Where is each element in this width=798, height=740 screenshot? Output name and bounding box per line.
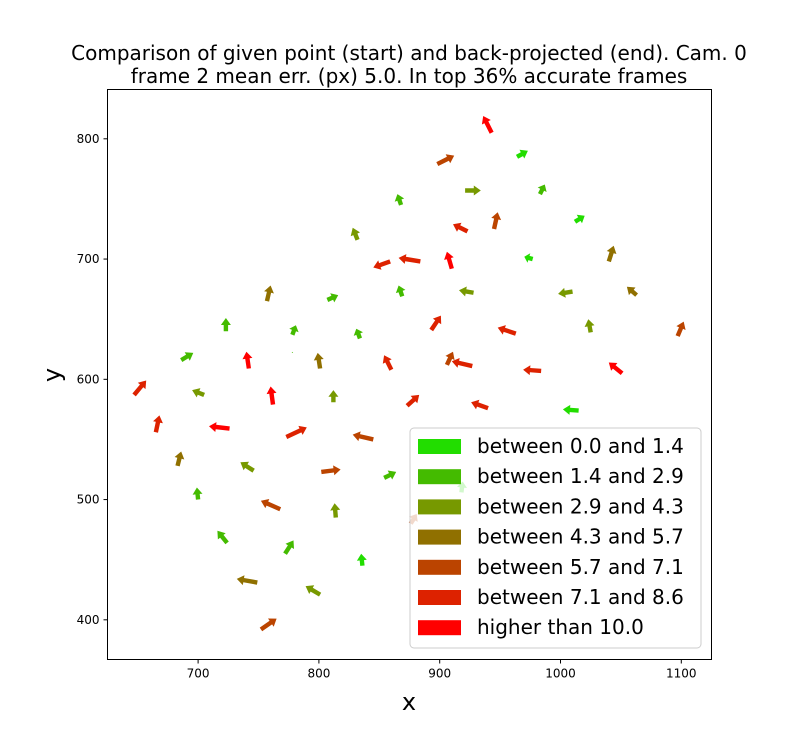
legend: between 0.0 and 1.4 between 1.4 and 2.9 be… [409,427,702,649]
error-arrow [562,404,579,415]
error-arrow [283,540,294,555]
legend-label: between 2.9 and 4.3 [477,494,684,518]
error-arrow [356,553,367,566]
error-arrow [524,253,534,263]
x-tick-label: 1100 [666,667,697,681]
error-arrow [382,355,394,371]
error-arrow [453,222,469,234]
chart-title-line2: frame 2 mean err. (px) 5.0. In top 36% a… [131,64,688,88]
error-arrow [395,285,406,297]
plot-area-frame [107,89,712,660]
legend-swatch [418,559,461,575]
x-tick-label: 700 [187,667,210,681]
error-arrow [321,465,341,476]
error-arrow [481,116,494,134]
error-arrow [444,251,454,270]
legend-label: between 7.1 and 8.6 [477,585,684,609]
error-arrow [260,499,282,512]
error-arrow [242,351,253,369]
legend-label: between 0.0 and 1.4 [477,434,684,458]
y-tick-label: 800 [77,132,100,146]
error-arrow [209,422,230,432]
error-arrow [132,380,147,397]
error-arrow [523,365,542,376]
y-tick-label: 700 [77,252,100,266]
error-arrow [471,399,489,411]
legend-swatch [418,469,461,485]
legend-box [409,427,702,649]
error-arrow [259,618,277,632]
error-arrow [217,530,229,545]
chart-title-line1: Comparison of given point (start) and ba… [71,41,747,65]
legend-swatch [418,590,461,605]
arrow-layer [132,116,686,632]
error-arrow [220,318,231,332]
error-arrow [398,254,421,264]
error-arrow [383,470,397,480]
error-arrow [606,245,617,263]
error-arrow [328,390,339,403]
error-arrow [174,451,185,467]
error-arrow [240,461,255,473]
error-arrow [180,352,194,362]
legend-swatch [418,499,461,515]
error-arrow [350,227,360,241]
error-arrow [675,321,686,337]
error-arrow [491,212,502,230]
error-arrow [291,351,294,353]
error-arrow [326,293,339,303]
x-tick-label: 1000 [545,667,576,681]
legend-label: between 4.3 and 5.7 [477,525,684,549]
error-arrow [394,194,405,206]
legend-label: higher than 10.0 [477,615,644,639]
error-arrow [289,325,299,336]
error-arrow [192,388,205,398]
y-axis-label: y [38,368,66,382]
error-arrow [153,415,163,433]
x-axis-ticks: 700 800 900 1000 1100 [187,659,697,681]
legend-label: between 1.4 and 2.9 [477,464,684,488]
error-arrow [537,184,547,196]
error-arrow [285,425,307,439]
legend-swatch [418,439,461,454]
error-arrow [192,487,203,500]
y-tick-label: 400 [77,613,100,627]
error-arrow [497,325,517,336]
x-tick-label: 900 [428,667,451,681]
error-arrow [444,351,455,366]
error-arrow [353,328,363,340]
y-tick-label: 600 [77,372,100,386]
legend-label: between 5.7 and 7.1 [477,555,684,579]
error-arrow [305,585,322,597]
error-arrow [626,286,638,297]
y-tick-label: 500 [77,493,100,507]
error-arrow [584,319,595,333]
x-tick-label: 800 [307,667,330,681]
error-arrow [436,154,455,166]
error-arrow [465,185,481,196]
error-arrow [266,386,277,405]
error-arrow [459,286,474,297]
error-arrow [451,358,473,369]
error-arrow [405,394,420,408]
y-axis-ticks: 400 500 600 700 800 [77,132,108,627]
legend-swatch [418,529,461,545]
error-arrow [330,503,341,518]
error-arrow [352,431,374,442]
legend-swatch [418,620,461,636]
error-arrow [264,285,274,302]
error-arrow [558,287,573,298]
error-arrow [429,315,442,332]
error-arrow [515,149,528,159]
x-axis-label: x [402,688,416,716]
error-arrow [373,259,391,270]
error-arrow [608,362,624,375]
error-arrow [573,214,585,224]
error-arrow [236,575,258,586]
error-arrow [313,352,324,369]
